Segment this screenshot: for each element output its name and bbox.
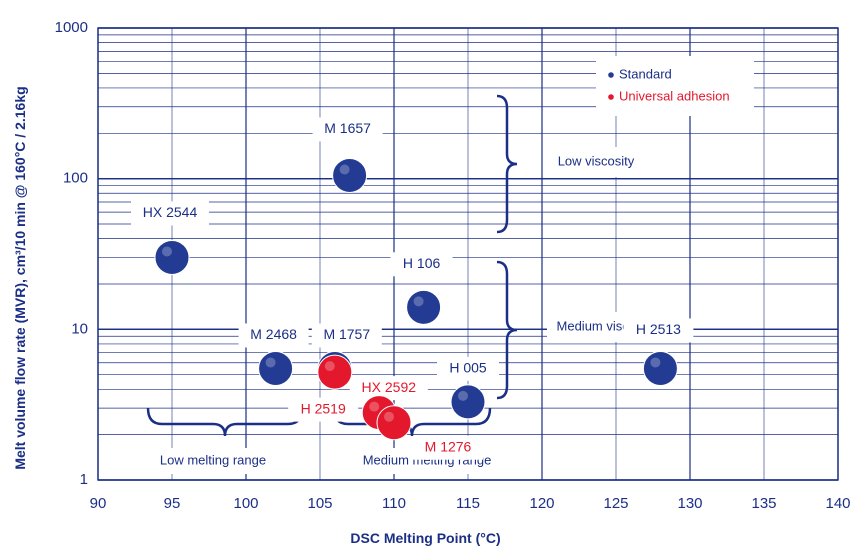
y-axis-label: Melt volume flow rate (MVR), cm³/10 min …	[12, 86, 28, 470]
medium-melting-bracket	[332, 407, 492, 437]
x-tick-label: 125	[603, 495, 628, 512]
x-tick-labels: 90 95 100 105 110 115 120 125 130 135 140	[90, 495, 851, 512]
x-axis-label: DSC Melting Point (°C)	[350, 530, 501, 546]
point-label: M 1657	[324, 120, 371, 136]
point-label-box	[288, 397, 359, 422]
plot-frame	[97, 27, 839, 481]
y-tick-label: 10	[71, 320, 88, 337]
point-label-box	[238, 323, 309, 348]
low-viscosity-bracket	[496, 94, 518, 234]
x-tick-label: 105	[307, 495, 332, 512]
data-point-highlight	[650, 357, 661, 368]
legend: Standard Universal adhesion	[596, 56, 754, 116]
x-tick-label: 140	[825, 495, 850, 512]
x-tick-label: 90	[90, 495, 107, 512]
x-tick-label: 100	[233, 495, 258, 512]
data-point	[258, 350, 294, 386]
point-label-box	[623, 318, 694, 343]
data-point-highlight	[384, 411, 394, 422]
point-label: M 1276	[425, 438, 472, 454]
x-tick-label: 110	[382, 495, 406, 512]
data-point-highlight	[369, 401, 380, 412]
medium-viscosity-bracket	[496, 260, 518, 400]
point-label: M 2468	[250, 326, 297, 342]
data-point	[450, 384, 486, 420]
point-label: H 106	[403, 255, 441, 271]
y-tick-label: 1	[80, 471, 88, 488]
y-tick-label: 1000	[55, 19, 88, 36]
low-melting-label: Low melting range	[160, 452, 266, 467]
data-point	[154, 239, 190, 275]
data-point	[332, 157, 368, 193]
x-tick-label: 95	[164, 495, 181, 512]
y-tick-label: 100	[63, 170, 88, 187]
data-point	[406, 289, 442, 325]
point-label-box	[349, 376, 428, 401]
data-point-highlight	[413, 296, 424, 307]
legend-label: Universal adhesion	[619, 88, 730, 103]
data-point-highlight	[324, 361, 335, 372]
data-point-highlight	[265, 357, 276, 368]
data-point-highlight	[458, 390, 468, 401]
point-label: M 1757	[323, 326, 370, 342]
point-label-box	[311, 323, 382, 348]
data-point	[376, 405, 412, 441]
low-viscosity-label: Low viscosity	[558, 153, 635, 168]
brackets	[146, 94, 518, 437]
x-tick-label: 130	[677, 495, 702, 512]
point-label-box	[312, 117, 383, 142]
point-label-box	[131, 201, 209, 226]
low-melting-box	[149, 448, 299, 474]
point-label-box	[390, 252, 453, 277]
point-label: H 2519	[301, 400, 346, 416]
point-label-box	[413, 435, 483, 460]
x-tick-label: 115	[456, 495, 480, 512]
point-label: HX 2592	[362, 379, 417, 395]
legend-dot	[608, 94, 614, 100]
point-label: H 2513	[636, 321, 681, 337]
legend-dot	[608, 72, 614, 78]
low-viscosity-box	[565, 147, 655, 177]
legend-box	[596, 56, 754, 116]
low-melting-bracket	[146, 407, 304, 437]
legend-label: Standard	[619, 66, 672, 81]
point-label: HX 2544	[143, 204, 198, 220]
x-tick-label: 135	[751, 495, 776, 512]
data-point	[317, 354, 353, 390]
x-tick-label: 120	[529, 495, 554, 512]
point-label: H 005	[449, 360, 487, 376]
data-point-highlight	[339, 164, 350, 175]
data-point	[642, 350, 678, 386]
point-label-box	[437, 356, 499, 381]
y-tick-labels: 1 10 100 1000	[55, 19, 88, 488]
data-points: HX 2544 M 1657 H 106 M 2468 M 1757 H 005 H 251…	[131, 117, 694, 460]
data-point-highlight	[162, 246, 172, 257]
